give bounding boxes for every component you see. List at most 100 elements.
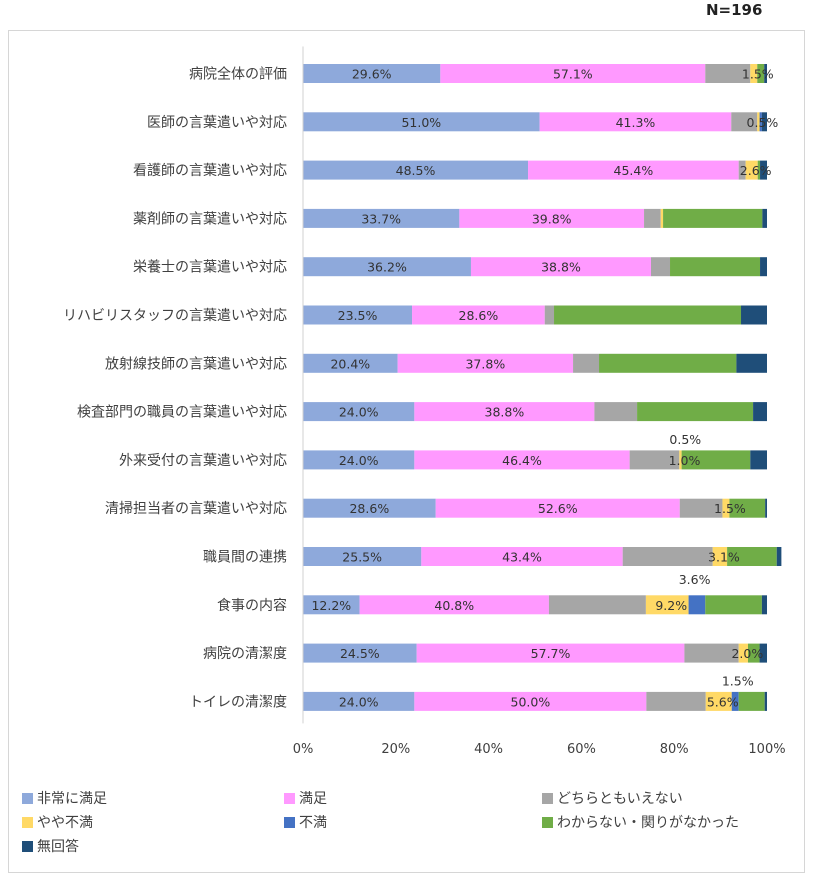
data-label: 1.0% bbox=[669, 453, 701, 468]
bar-segment bbox=[470, 257, 651, 277]
data-label: 9.2% bbox=[655, 598, 687, 613]
legend-label: どちらともいえない bbox=[557, 791, 683, 807]
bar-segment bbox=[727, 547, 777, 566]
bar-row: リハビリスタッフの言葉遣いや対応 bbox=[63, 305, 767, 325]
bar-segment bbox=[416, 643, 685, 663]
bar-segment bbox=[681, 450, 751, 470]
category-label: 医師の言葉遣いや対応 bbox=[147, 115, 287, 131]
bar-row: 栄養士の言葉遣いや対応 bbox=[133, 257, 767, 277]
category-label: トイレの清潔度 bbox=[189, 694, 287, 710]
data-label: 38.8% bbox=[485, 405, 525, 420]
bar-row: 検査部門の職員の言葉遣いや対応 bbox=[77, 402, 767, 422]
bar-segment bbox=[539, 112, 732, 132]
bar-segment bbox=[303, 498, 436, 518]
category-label: リハビリスタッフの言葉遣いや対応 bbox=[63, 308, 287, 324]
category-label: 職員間の連携 bbox=[203, 550, 287, 566]
bar-row: 病院全体の評価 bbox=[189, 64, 767, 83]
x-tick-label: 60% bbox=[567, 742, 596, 757]
bar-segment bbox=[670, 257, 761, 277]
category-label: 外来受付の言葉遣いや対応 bbox=[119, 453, 287, 469]
data-label: 28.6% bbox=[459, 308, 499, 323]
data-label: 39.8% bbox=[532, 211, 572, 226]
data-label: 50.0% bbox=[511, 694, 551, 709]
legend-swatch bbox=[284, 816, 295, 828]
bar-segment bbox=[705, 595, 762, 615]
bar-segment bbox=[303, 160, 529, 180]
bar-segment bbox=[760, 257, 767, 277]
bar-segment bbox=[637, 402, 754, 422]
legend-swatch bbox=[542, 816, 553, 828]
bar-segment bbox=[745, 160, 758, 180]
bar-row: 食事の内容 bbox=[217, 595, 767, 615]
legend-swatch bbox=[542, 792, 553, 804]
bar-segment bbox=[765, 498, 767, 518]
bar-segment bbox=[414, 691, 647, 711]
stacked-bar-chart: 病院全体の評価医師の言葉遣いや対応看護師の言葉遣いや対応薬剤師の言葉遣いや対応栄… bbox=[63, 46, 786, 757]
legend-swatch bbox=[284, 792, 295, 804]
data-label: 3.6% bbox=[679, 572, 711, 587]
bar-segment bbox=[688, 595, 706, 615]
bar-segment bbox=[736, 353, 767, 373]
x-tick-label: 40% bbox=[474, 742, 503, 757]
data-label: 0.5% bbox=[747, 115, 779, 130]
bar-segment bbox=[303, 691, 415, 711]
category-label: 病院の清潔度 bbox=[203, 646, 287, 662]
bar-segment bbox=[729, 498, 766, 518]
legend-swatch bbox=[22, 792, 33, 804]
data-label: 23.5% bbox=[338, 308, 378, 323]
bar-segment bbox=[528, 160, 739, 180]
bar-segment bbox=[303, 595, 360, 615]
data-label: 57.7% bbox=[531, 646, 571, 661]
legend-label: やや不満 bbox=[37, 815, 93, 831]
bar-segment bbox=[731, 112, 758, 132]
bar-segment bbox=[738, 160, 746, 180]
bar-row: 薬剤師の言葉遣いや対応 bbox=[133, 208, 767, 228]
category-label: 清掃担当者の言葉遣いや対応 bbox=[105, 500, 287, 517]
bar-segment bbox=[548, 595, 646, 615]
data-label: 24.0% bbox=[339, 694, 379, 709]
legend-item: やや不満 bbox=[22, 812, 93, 832]
data-label: 45.4% bbox=[614, 163, 654, 178]
data-label: 38.8% bbox=[541, 260, 581, 275]
data-label: 29.6% bbox=[352, 67, 392, 82]
bar-segment bbox=[303, 353, 398, 373]
legend-item: 無回答 bbox=[22, 836, 79, 856]
bar-segment bbox=[761, 595, 767, 615]
data-label: 12.2% bbox=[311, 598, 351, 613]
data-label: 41.3% bbox=[616, 115, 656, 130]
legend-label: 不満 bbox=[299, 815, 327, 831]
bar-segment bbox=[645, 595, 689, 615]
bar-row: 職員間の連携 bbox=[203, 547, 782, 566]
bar-row: 清掃担当者の言葉遣いや対応 bbox=[105, 498, 767, 518]
bar-segment bbox=[679, 450, 682, 470]
bar-segment bbox=[414, 450, 630, 470]
bar-segment bbox=[660, 208, 664, 228]
bar-segment bbox=[303, 208, 460, 228]
legend-label: 満足 bbox=[299, 791, 327, 807]
bar-segment bbox=[760, 160, 767, 180]
bar-segment bbox=[435, 498, 680, 518]
bar-segment bbox=[776, 547, 782, 566]
data-label: 48.5% bbox=[396, 163, 436, 178]
bar-segment bbox=[663, 208, 763, 228]
bar-segment bbox=[303, 450, 415, 470]
bar-row: トイレの清潔度 bbox=[189, 691, 767, 711]
data-label: 40.8% bbox=[434, 598, 474, 613]
bar-segment bbox=[750, 64, 758, 83]
bar-segment bbox=[712, 547, 728, 566]
data-label: 0.5% bbox=[669, 432, 701, 447]
legend-item: 満足 bbox=[284, 788, 327, 808]
data-label: 5.6% bbox=[707, 694, 739, 709]
bar-segment bbox=[594, 402, 638, 422]
bar-segment bbox=[303, 402, 415, 422]
bar-segment bbox=[544, 305, 555, 325]
data-label: 24.0% bbox=[339, 405, 379, 420]
bar-segment bbox=[599, 353, 737, 373]
data-label: 2.0% bbox=[731, 646, 763, 661]
bar-segment bbox=[705, 691, 732, 711]
data-label: 43.4% bbox=[502, 550, 542, 565]
bar-segment bbox=[303, 305, 413, 325]
legend-item: 非常に満足 bbox=[22, 788, 107, 808]
bar-segment bbox=[459, 208, 645, 228]
data-label: 2.6% bbox=[740, 163, 772, 178]
